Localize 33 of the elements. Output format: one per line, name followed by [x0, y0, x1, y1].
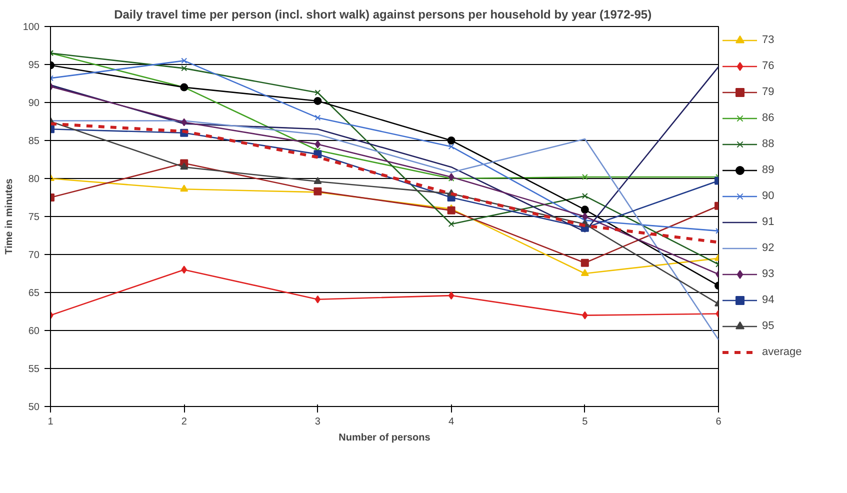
- y-tick-label: 85: [28, 136, 40, 147]
- legend-label: 73: [762, 34, 776, 46]
- legend-label: 90: [762, 190, 776, 202]
- chart-title: Daily travel time per person (incl. short walk) against persons per household by year (1972-95): [114, 8, 652, 22]
- y-tick-label: 95: [28, 60, 40, 71]
- x-tick-label: 2: [181, 416, 188, 428]
- legend-label: 88: [762, 138, 776, 150]
- x-tick-label: 1: [48, 416, 54, 428]
- y-tick-label: 100: [22, 22, 40, 33]
- legend-label: 76: [762, 60, 776, 72]
- legend-label: average: [762, 346, 802, 358]
- x-tick-label: 3: [314, 416, 321, 428]
- legend-label: 92: [762, 242, 776, 254]
- y-tick-label: 65: [28, 288, 40, 299]
- legend-label: 79: [762, 86, 776, 98]
- x-axis-title: Number of persons: [338, 432, 431, 444]
- legend-label: 94: [762, 294, 776, 306]
- x-tick-label: 6: [716, 416, 722, 428]
- y-tick-label: 70: [28, 250, 40, 261]
- y-tick-label: 80: [28, 174, 40, 185]
- y-axis-title: Time in minutes: [4, 178, 15, 254]
- y-tick-label: 90: [28, 98, 40, 109]
- y-tick-label: 75: [28, 212, 40, 223]
- legend-label: 86: [762, 112, 776, 124]
- x-tick-label: 4: [448, 416, 455, 428]
- x-tick-label: 5: [582, 416, 588, 428]
- y-tick-label: 55: [28, 364, 40, 375]
- legend-label: 95: [762, 320, 776, 332]
- legend-label: 91: [762, 216, 776, 228]
- y-tick-label: 60: [28, 326, 40, 337]
- y-tick-label: 50: [28, 402, 40, 413]
- legend-label: 89: [762, 164, 776, 176]
- legend-label: 93: [762, 268, 776, 280]
